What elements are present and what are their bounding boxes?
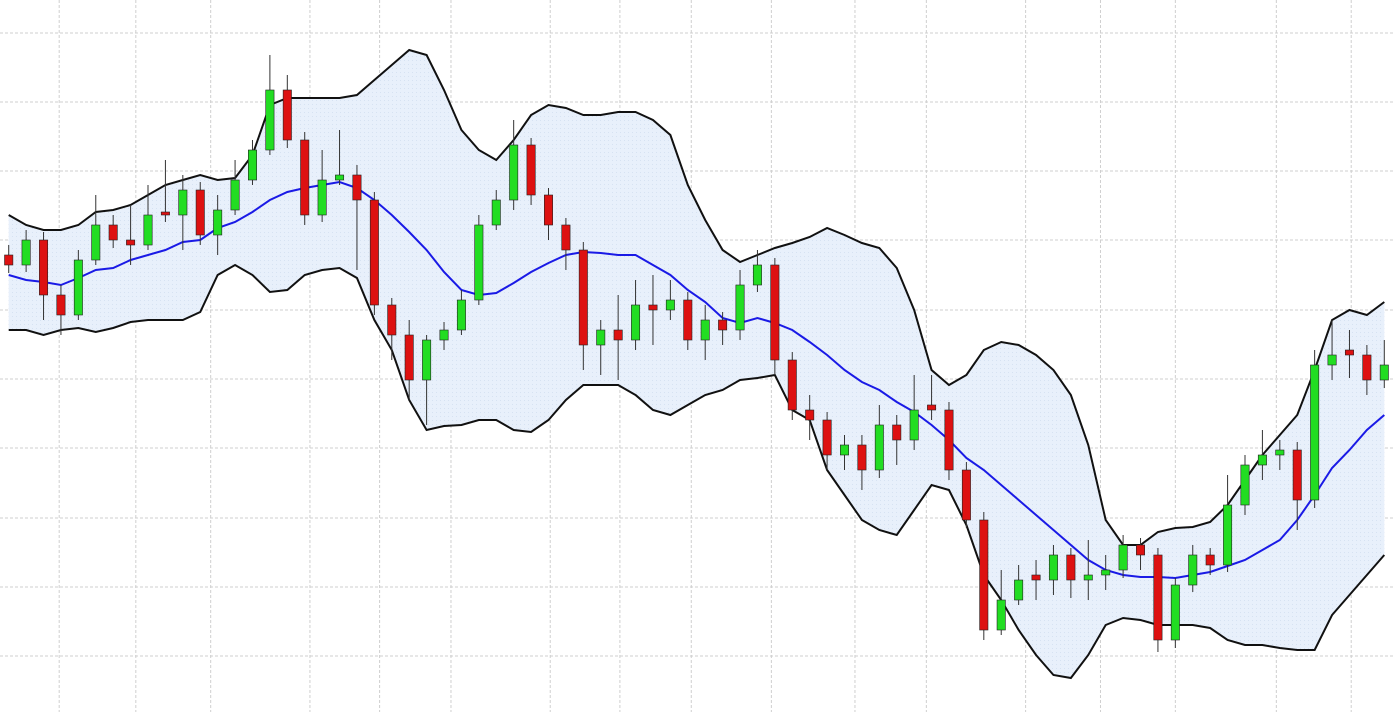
- candle-body: [1136, 544, 1145, 556]
- candle-body: [1205, 554, 1215, 566]
- candle-body: [683, 299, 693, 341]
- candle-body: [1344, 349, 1354, 356]
- candle-body: [317, 179, 327, 216]
- candle-body: [1310, 364, 1320, 501]
- candle-body: [1014, 579, 1024, 601]
- candle-body: [143, 214, 153, 246]
- candle-body: [108, 224, 118, 241]
- candle-body: [4, 254, 14, 266]
- candle-body: [596, 329, 606, 346]
- candle-body: [735, 284, 745, 331]
- candle-body: [491, 199, 501, 226]
- candle-body: [526, 144, 536, 196]
- candle-body: [265, 89, 275, 151]
- candle-body: [1048, 554, 1058, 581]
- candle-body: [282, 89, 292, 141]
- candle-body: [1101, 569, 1111, 576]
- candle-body: [544, 194, 553, 226]
- candle-body: [248, 149, 257, 181]
- candle-body: [996, 599, 1006, 631]
- candle-body: [700, 319, 710, 341]
- candle-body: [509, 144, 519, 201]
- candle-body: [909, 409, 919, 441]
- candle-body: [927, 404, 937, 411]
- candle-body: [1257, 454, 1267, 466]
- candle-body: [1240, 464, 1250, 506]
- candle-body: [1223, 504, 1233, 566]
- candle-body: [961, 469, 971, 521]
- candle-body: [230, 179, 240, 211]
- candle-body: [770, 264, 780, 361]
- candle-body: [213, 209, 223, 236]
- candle-body: [56, 294, 66, 316]
- candle-body: [404, 334, 414, 381]
- candle-body: [874, 424, 884, 471]
- candle-body: [387, 304, 397, 336]
- candle-body: [369, 199, 379, 306]
- candle-body: [335, 174, 345, 181]
- candle-body: [456, 299, 466, 331]
- candle-body: [474, 224, 484, 301]
- candle-body: [1327, 354, 1337, 366]
- candle-body: [1292, 449, 1302, 501]
- upper-band: [8, 48, 1385, 546]
- candle-body: [352, 174, 362, 201]
- candle-body: [665, 299, 675, 311]
- candle-body: [857, 444, 867, 471]
- band-fill-texture: [8, 50, 1385, 678]
- candle-body: [892, 424, 902, 441]
- candle-body: [1188, 554, 1198, 586]
- candle-body: [39, 239, 49, 296]
- candle-body: [1066, 554, 1076, 581]
- candle-body: [178, 189, 188, 216]
- candle-body: [718, 319, 728, 331]
- candle-body: [422, 339, 432, 381]
- candle-body: [979, 519, 989, 631]
- candle-body: [91, 224, 101, 261]
- candle-body: [126, 239, 136, 246]
- candle-body: [944, 409, 954, 471]
- candle-body: [1118, 544, 1128, 571]
- candle-body: [439, 329, 449, 341]
- candle-body: [613, 329, 623, 341]
- candle-body: [1170, 584, 1180, 641]
- candle-body: [160, 211, 170, 216]
- candle-body: [822, 419, 832, 456]
- candle-body: [73, 259, 83, 316]
- candle-body: [787, 359, 797, 411]
- candle-body: [805, 409, 815, 421]
- candle-body: [1362, 354, 1372, 381]
- candle-body: [1153, 554, 1163, 641]
- candle-body: [840, 444, 849, 456]
- candle-body: [561, 224, 571, 251]
- candle-body: [1083, 574, 1093, 581]
- candle-body: [752, 264, 762, 286]
- candle-body: [1379, 364, 1389, 381]
- candle-body: [648, 304, 658, 311]
- candle-body: [1275, 449, 1285, 456]
- candle-body: [578, 249, 588, 346]
- candle-body: [195, 189, 205, 236]
- candle-body: [631, 304, 641, 341]
- candle-body: [21, 239, 31, 266]
- candle-body: [1031, 574, 1041, 581]
- candle-body: [300, 139, 310, 216]
